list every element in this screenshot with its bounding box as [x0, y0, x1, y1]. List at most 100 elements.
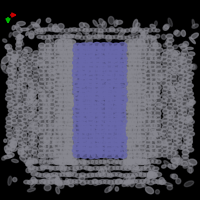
- Ellipse shape: [92, 89, 102, 95]
- Ellipse shape: [54, 71, 62, 77]
- Ellipse shape: [111, 148, 120, 154]
- Ellipse shape: [150, 77, 157, 82]
- Ellipse shape: [28, 160, 34, 164]
- Ellipse shape: [7, 48, 13, 53]
- Ellipse shape: [18, 148, 24, 154]
- Ellipse shape: [154, 51, 160, 57]
- Ellipse shape: [133, 71, 142, 77]
- Ellipse shape: [28, 142, 34, 146]
- Ellipse shape: [145, 187, 154, 194]
- Ellipse shape: [64, 99, 73, 104]
- Ellipse shape: [129, 79, 136, 85]
- Ellipse shape: [145, 114, 152, 120]
- Ellipse shape: [89, 167, 94, 171]
- Ellipse shape: [136, 23, 140, 27]
- Ellipse shape: [92, 80, 102, 87]
- Ellipse shape: [148, 98, 156, 103]
- Ellipse shape: [175, 157, 180, 163]
- Ellipse shape: [114, 109, 121, 114]
- Ellipse shape: [165, 70, 172, 75]
- Ellipse shape: [167, 122, 173, 127]
- Ellipse shape: [2, 65, 9, 73]
- Ellipse shape: [58, 99, 67, 104]
- Ellipse shape: [188, 111, 194, 116]
- Ellipse shape: [133, 95, 141, 101]
- Ellipse shape: [172, 62, 178, 67]
- Ellipse shape: [67, 144, 75, 149]
- Ellipse shape: [49, 94, 57, 98]
- Ellipse shape: [130, 108, 137, 114]
- Ellipse shape: [178, 53, 184, 57]
- Ellipse shape: [93, 72, 102, 78]
- Ellipse shape: [116, 160, 121, 164]
- Ellipse shape: [93, 51, 101, 57]
- Ellipse shape: [7, 153, 14, 157]
- Ellipse shape: [155, 85, 161, 90]
- Ellipse shape: [7, 105, 13, 109]
- Ellipse shape: [115, 179, 122, 184]
- Ellipse shape: [99, 85, 109, 90]
- Ellipse shape: [31, 142, 37, 147]
- Ellipse shape: [144, 65, 151, 69]
- Ellipse shape: [60, 120, 64, 125]
- Ellipse shape: [79, 27, 84, 31]
- Ellipse shape: [137, 38, 142, 44]
- Ellipse shape: [122, 177, 129, 183]
- Ellipse shape: [11, 54, 19, 62]
- Ellipse shape: [162, 144, 168, 149]
- Ellipse shape: [124, 151, 132, 157]
- Ellipse shape: [99, 148, 108, 153]
- Ellipse shape: [167, 46, 173, 51]
- Ellipse shape: [126, 180, 131, 186]
- Ellipse shape: [112, 43, 120, 49]
- Ellipse shape: [111, 64, 121, 70]
- Ellipse shape: [161, 81, 167, 86]
- Ellipse shape: [78, 118, 85, 123]
- Ellipse shape: [181, 130, 188, 134]
- Ellipse shape: [38, 68, 44, 74]
- Ellipse shape: [65, 167, 70, 171]
- Ellipse shape: [37, 87, 42, 91]
- Ellipse shape: [104, 135, 114, 142]
- Ellipse shape: [186, 135, 192, 140]
- Ellipse shape: [16, 36, 24, 40]
- Ellipse shape: [12, 75, 17, 79]
- Ellipse shape: [58, 60, 66, 65]
- Ellipse shape: [56, 166, 63, 170]
- Ellipse shape: [40, 159, 46, 163]
- Ellipse shape: [115, 117, 123, 123]
- Ellipse shape: [128, 131, 135, 136]
- Ellipse shape: [114, 145, 121, 150]
- Ellipse shape: [181, 117, 188, 122]
- Ellipse shape: [173, 107, 179, 111]
- Ellipse shape: [178, 77, 184, 81]
- Ellipse shape: [165, 138, 172, 143]
- Ellipse shape: [171, 158, 177, 163]
- Ellipse shape: [149, 153, 158, 158]
- Ellipse shape: [73, 152, 83, 158]
- Ellipse shape: [72, 179, 77, 183]
- Ellipse shape: [126, 158, 130, 166]
- Ellipse shape: [187, 128, 193, 132]
- Ellipse shape: [122, 133, 128, 139]
- Ellipse shape: [95, 28, 100, 32]
- Ellipse shape: [28, 94, 32, 103]
- Ellipse shape: [104, 131, 113, 137]
- Ellipse shape: [60, 111, 67, 116]
- Ellipse shape: [133, 135, 141, 141]
- Ellipse shape: [124, 136, 133, 141]
- Ellipse shape: [106, 59, 112, 64]
- Ellipse shape: [15, 104, 22, 109]
- Ellipse shape: [39, 51, 45, 57]
- Ellipse shape: [118, 139, 126, 145]
- Ellipse shape: [174, 126, 179, 131]
- Ellipse shape: [43, 54, 51, 61]
- Ellipse shape: [149, 36, 155, 41]
- Ellipse shape: [105, 127, 114, 133]
- Ellipse shape: [129, 39, 136, 45]
- Ellipse shape: [112, 68, 120, 74]
- Ellipse shape: [123, 103, 132, 109]
- Ellipse shape: [54, 131, 61, 137]
- Ellipse shape: [149, 47, 156, 53]
- Ellipse shape: [86, 64, 95, 70]
